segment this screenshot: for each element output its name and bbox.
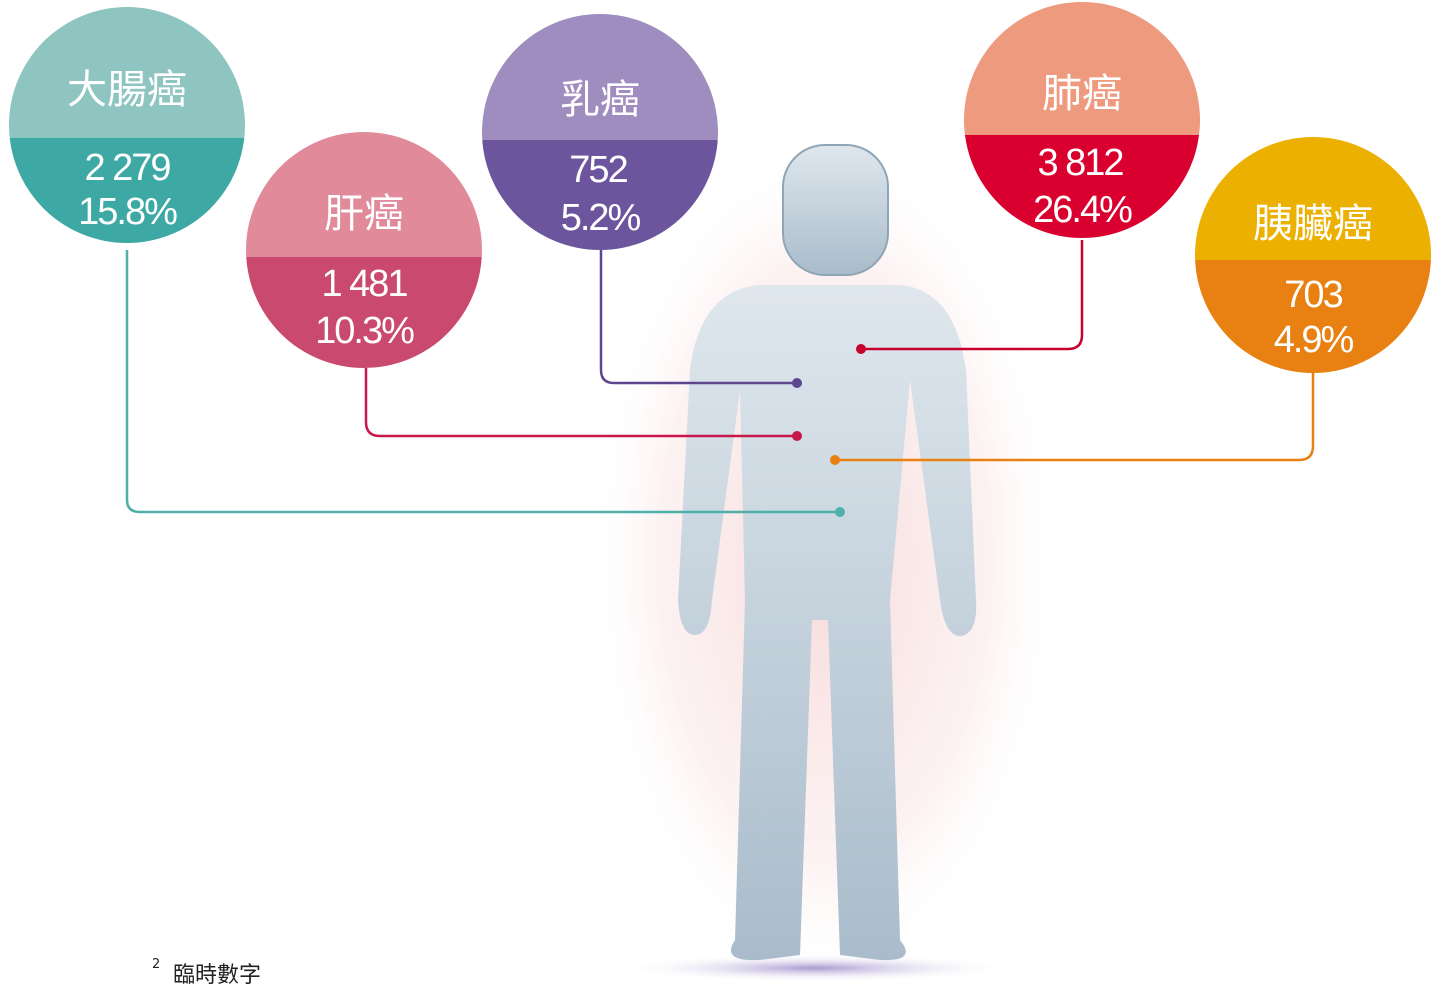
percent: 15.8% bbox=[78, 191, 177, 233]
percent: 10.3% bbox=[315, 310, 414, 352]
percent: 5.2% bbox=[561, 197, 641, 239]
count: 3 812 bbox=[1037, 142, 1123, 184]
cancer-name: 肝癌 bbox=[324, 191, 404, 237]
cancer-name: 胰臟癌 bbox=[1253, 201, 1373, 247]
footnote-text: 臨時數字 bbox=[173, 963, 261, 985]
cancer-name: 大腸癌 bbox=[67, 67, 187, 113]
percent: 26.4% bbox=[1033, 189, 1132, 231]
footnote-marker: 2 bbox=[152, 957, 160, 972]
count: 752 bbox=[569, 149, 627, 191]
count: 703 bbox=[1284, 274, 1342, 316]
count: 2 279 bbox=[84, 147, 170, 189]
infographic: 大腸癌 2 279 15.8% 肝癌 1 481 10.3% 乳癌 752 5.… bbox=[0, 0, 1444, 985]
figure bbox=[585, 130, 1065, 985]
cancer-name: 乳癌 bbox=[560, 77, 640, 123]
count: 1 481 bbox=[321, 263, 407, 305]
cancer-name: 肺癌 bbox=[1042, 71, 1122, 117]
percent: 4.9% bbox=[1274, 319, 1354, 361]
